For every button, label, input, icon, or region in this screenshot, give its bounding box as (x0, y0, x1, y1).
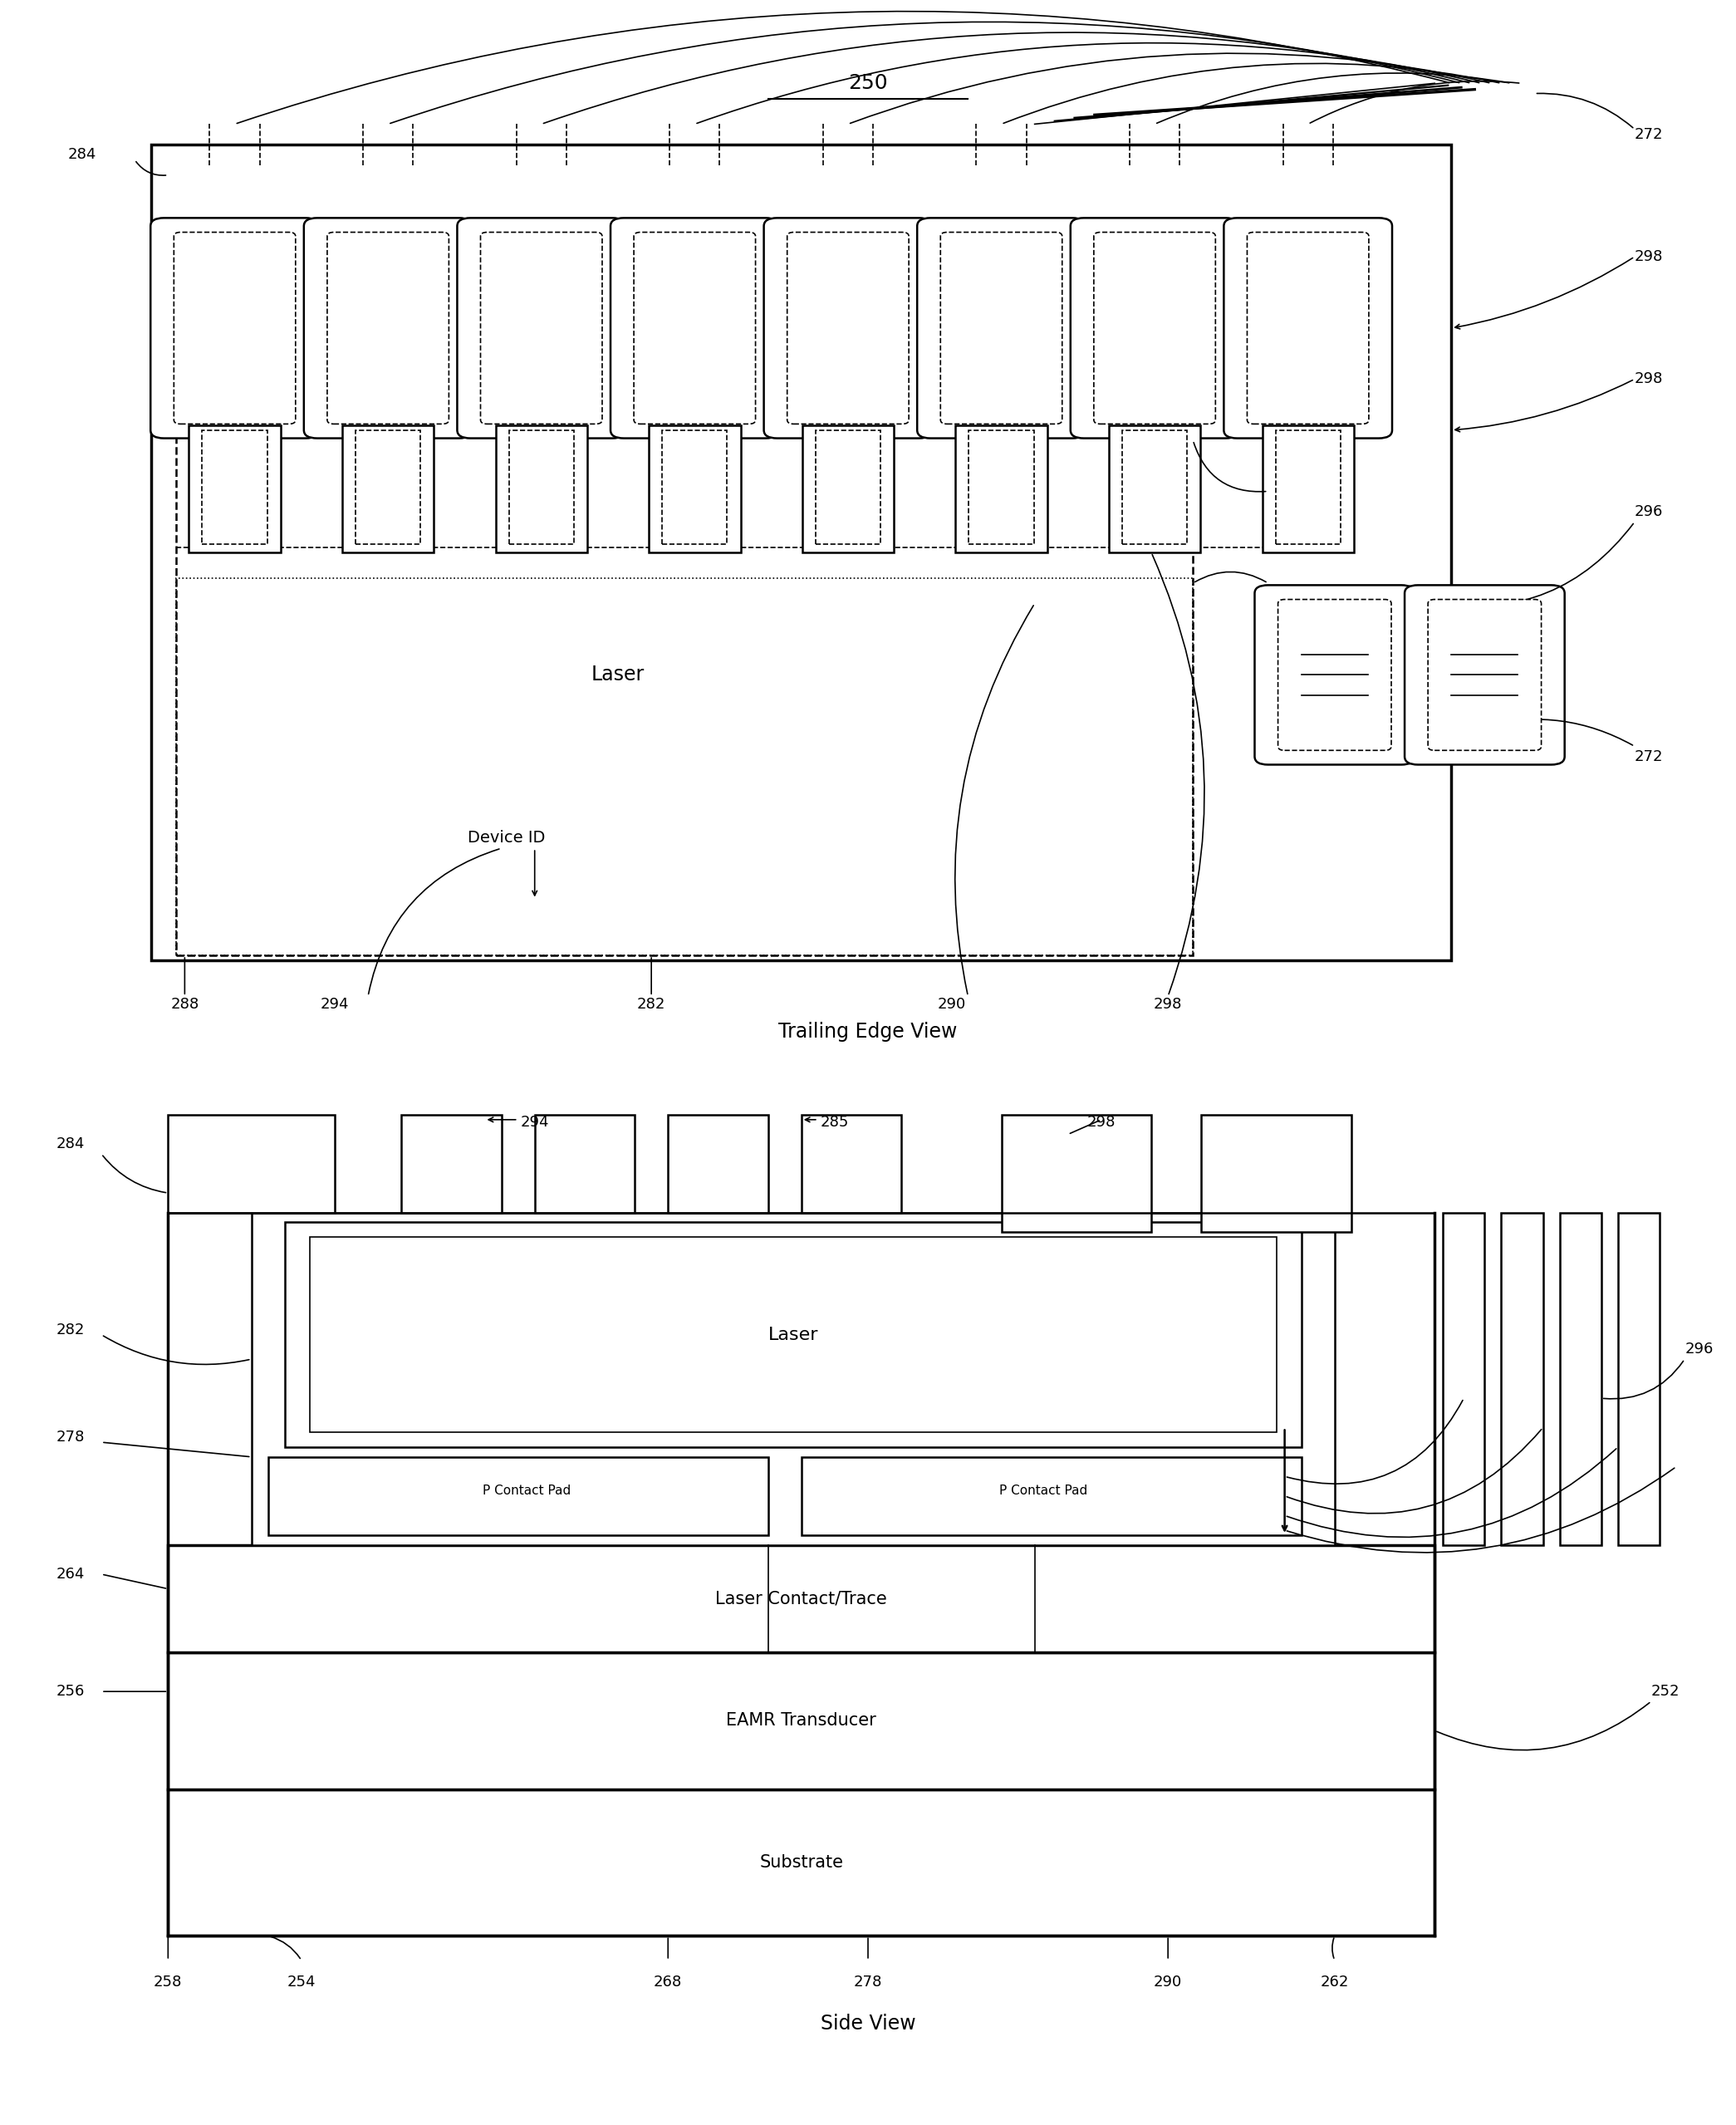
FancyBboxPatch shape (1094, 232, 1215, 425)
Text: 258: 258 (155, 1974, 182, 1989)
FancyBboxPatch shape (1071, 219, 1240, 438)
Bar (1002, 1116, 1151, 1232)
Bar (267, 1458, 767, 1534)
Text: 298: 298 (1154, 997, 1182, 1012)
FancyBboxPatch shape (634, 232, 755, 425)
Bar (309, 1237, 1276, 1432)
FancyBboxPatch shape (1246, 232, 1368, 425)
Text: 250: 250 (849, 72, 887, 94)
Bar (1559, 1213, 1601, 1545)
Text: 282: 282 (637, 997, 665, 1012)
Text: Substrate: Substrate (759, 1855, 844, 1870)
Bar (177, 578, 1193, 956)
Bar (189, 425, 281, 552)
FancyBboxPatch shape (764, 219, 932, 438)
Text: P Contact Pad: P Contact Pad (483, 1485, 571, 1498)
Text: 290: 290 (1154, 1974, 1182, 1989)
Bar (168, 1653, 1434, 1789)
Bar (168, 1116, 335, 1213)
Text: 252: 252 (1651, 1683, 1680, 1700)
Text: Laser: Laser (592, 665, 644, 684)
FancyBboxPatch shape (326, 232, 450, 425)
FancyBboxPatch shape (1429, 599, 1542, 750)
Bar (177, 293, 1193, 956)
Bar (285, 1222, 1302, 1447)
Bar (535, 1116, 635, 1213)
Text: 290: 290 (937, 997, 965, 1012)
Text: 298: 298 (1635, 249, 1663, 264)
Text: 296: 296 (1635, 504, 1663, 518)
Bar (816, 429, 880, 544)
Text: 285: 285 (821, 1116, 849, 1130)
Text: 262: 262 (1321, 1974, 1349, 1989)
FancyBboxPatch shape (917, 219, 1085, 438)
Text: 294: 294 (521, 1116, 549, 1130)
Bar (509, 429, 575, 544)
Bar (495, 425, 587, 552)
Bar (1201, 1116, 1351, 1232)
Bar (649, 425, 741, 552)
Text: 272: 272 (1635, 128, 1663, 142)
Text: Side View: Side View (821, 2014, 915, 2034)
Text: 298: 298 (1635, 372, 1663, 387)
Text: Laser Contact/Trace: Laser Contact/Trace (715, 1590, 887, 1606)
FancyBboxPatch shape (941, 232, 1062, 425)
Text: 282: 282 (56, 1322, 85, 1337)
Text: 254: 254 (286, 1974, 316, 1989)
Text: Laser: Laser (767, 1326, 818, 1343)
Bar (802, 1116, 901, 1213)
Bar (802, 1458, 1302, 1534)
Bar (1109, 425, 1201, 552)
Text: 278: 278 (854, 1974, 882, 1989)
Text: Trailing Edge View: Trailing Edge View (778, 1022, 958, 1041)
FancyBboxPatch shape (1404, 584, 1564, 765)
FancyBboxPatch shape (1278, 599, 1391, 750)
Text: 256: 256 (56, 1683, 85, 1700)
Bar (1121, 429, 1187, 544)
Text: 294: 294 (321, 997, 349, 1012)
FancyBboxPatch shape (457, 219, 625, 438)
Text: 272: 272 (1635, 748, 1663, 765)
Bar (969, 429, 1035, 544)
Text: 298: 298 (1087, 1116, 1116, 1130)
Bar (252, 1213, 1335, 1545)
Text: 284: 284 (56, 1137, 85, 1152)
Bar (1618, 1213, 1660, 1545)
Text: P Contact Pad: P Contact Pad (998, 1485, 1087, 1498)
Bar (201, 429, 267, 544)
FancyBboxPatch shape (151, 219, 319, 438)
Bar (151, 145, 1451, 961)
FancyBboxPatch shape (1224, 219, 1392, 438)
FancyBboxPatch shape (481, 232, 602, 425)
Bar (168, 1789, 1434, 1936)
Text: EAMR Transducer: EAMR Transducer (726, 1713, 877, 1730)
Text: 288: 288 (170, 997, 200, 1012)
Bar (1276, 429, 1340, 544)
FancyBboxPatch shape (786, 232, 910, 425)
Text: 284: 284 (68, 147, 97, 162)
Bar (1443, 1213, 1484, 1545)
Text: 264: 264 (56, 1566, 85, 1581)
FancyBboxPatch shape (611, 219, 779, 438)
Bar (401, 1116, 502, 1213)
Bar (668, 1116, 767, 1213)
Bar (802, 425, 894, 552)
Text: Device ID: Device ID (469, 831, 545, 846)
Text: 278: 278 (56, 1430, 85, 1445)
Bar (661, 429, 727, 544)
FancyBboxPatch shape (304, 219, 472, 438)
Text: 296: 296 (1684, 1341, 1713, 1358)
FancyBboxPatch shape (1255, 584, 1415, 765)
Bar (356, 429, 420, 544)
Bar (342, 425, 434, 552)
Text: 268: 268 (654, 1974, 682, 1989)
FancyBboxPatch shape (174, 232, 295, 425)
Bar (1262, 425, 1354, 552)
Bar (1502, 1213, 1543, 1545)
Bar (955, 425, 1047, 552)
Bar (168, 1545, 1434, 1653)
